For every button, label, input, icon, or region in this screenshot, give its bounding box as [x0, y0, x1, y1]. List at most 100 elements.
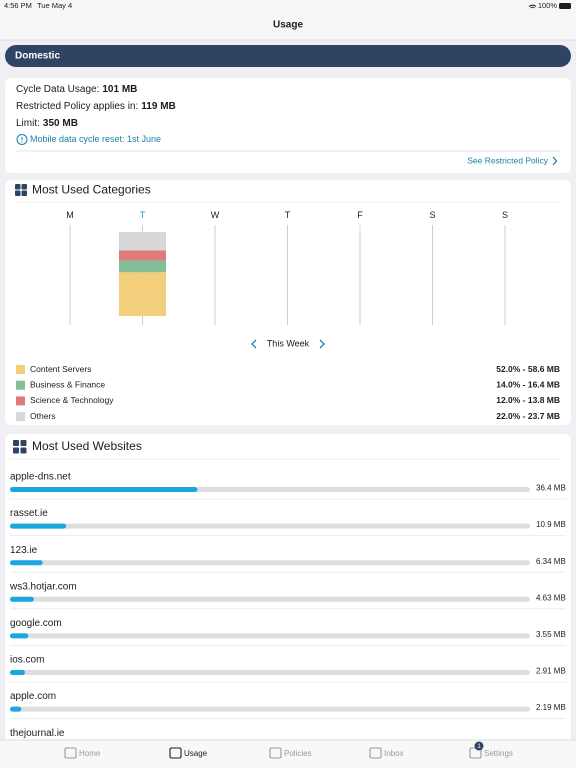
category-segment [119, 232, 166, 251]
tab-label: Policies [284, 749, 312, 758]
day-label: M [66, 210, 74, 220]
label: Restricted Policy applies in: [16, 101, 138, 112]
legend-swatch [16, 412, 25, 422]
legend-value: 12.0% - 13.8 MB [496, 395, 560, 405]
usage-bar [10, 596, 34, 602]
usage-track [10, 670, 530, 675]
usage-value: 3.55 MB [536, 630, 566, 639]
category-segment [119, 260, 166, 273]
legend-value: 22.0% - 23.7 MB [496, 411, 560, 421]
legend-swatch [16, 396, 25, 406]
value: 101 MB [102, 84, 137, 95]
usage-track [10, 633, 530, 639]
website-name: apple-dns.net [10, 472, 71, 483]
website-name: 123.ie [10, 545, 38, 556]
link-chevron[interactable] [552, 156, 558, 166]
usage-bar [10, 487, 198, 492]
status-battery: 100% [538, 1, 558, 10]
usage-value: 4.63 MB [536, 593, 566, 602]
tab[interactable]: Home [64, 747, 101, 759]
tab-label: Home [79, 749, 101, 758]
battery-icon [559, 3, 571, 9]
restricted-policy-link[interactable]: See Restricted Policy [467, 155, 549, 165]
reset-note: Mobile data cycle reset: 1st June [30, 134, 161, 144]
day-label: T [285, 210, 291, 220]
legend-name: Business & Finance [30, 379, 105, 389]
usage-value: 10.9 MB [536, 520, 566, 529]
card-title: Most Used Websites [32, 439, 142, 453]
usage-value: 6.34 MB [536, 557, 566, 566]
usage-bar [10, 560, 43, 566]
tab-label: Settings [484, 749, 513, 758]
label: Limit: [16, 118, 40, 129]
day-label: S [502, 210, 508, 220]
tab-badge [474, 741, 484, 751]
next-week[interactable] [319, 339, 325, 349]
grid-icon [15, 184, 27, 196]
usage-track [10, 523, 530, 529]
day-label: F [357, 210, 363, 220]
status-date: Tue May 4 [37, 1, 72, 10]
cycle-usage: Cycle Data Usage: 101 MB [16, 84, 137, 95]
summary-card [5, 78, 571, 173]
website-name: ios.com [10, 655, 44, 666]
info-icon-dot [21, 141, 23, 143]
usage-track [10, 596, 530, 602]
label: Cycle Data Usage: [16, 84, 99, 95]
legend-value: 52.0% - 58.6 MB [496, 364, 560, 374]
tab-label: Usage [184, 749, 208, 758]
week-label: This Week [267, 338, 310, 348]
category-segment [119, 272, 166, 316]
info-icon [16, 134, 28, 145]
tab[interactable]: Usage [169, 747, 208, 759]
usage-bar [10, 633, 29, 639]
restricted-policy: Restricted Policy applies in: 119 MB [16, 101, 176, 112]
website-name: google.com [10, 618, 62, 629]
usage-value: 2.91 MB [536, 667, 566, 676]
status-time: 4:56 PM [4, 1, 32, 10]
category-segment [119, 250, 166, 261]
categories-chart: M T W T F S S Content Servers 52.0% - 58.6 MB Bus… [16, 210, 560, 422]
value: 119 MB [141, 101, 175, 112]
card-title: Most Used Categories [32, 183, 151, 197]
previous-week[interactable] [251, 339, 257, 349]
screen-title: Usage [273, 20, 303, 31]
tab[interactable]: Inbox [369, 747, 404, 759]
website-name: apple.com [10, 691, 56, 702]
tab[interactable]: Policies [269, 747, 312, 759]
wifi-icon [528, 4, 537, 9]
usage-value: 36.4 MB [536, 484, 566, 493]
plan-banner[interactable] [5, 45, 571, 67]
usage-bar [10, 706, 22, 712]
plan-name: Domestic [15, 51, 60, 62]
tab-icon [64, 747, 77, 759]
limit: Limit: 350 MB [16, 118, 78, 129]
grid-icon [13, 440, 27, 454]
legend-swatch [16, 365, 25, 374]
header-bg [0, 0, 576, 40]
legend-name: Content Servers [30, 364, 91, 374]
tab-label: Inbox [384, 749, 404, 758]
tab-icon [369, 747, 382, 759]
tab-icon [169, 747, 182, 759]
legend-name: Science & Technology [30, 395, 114, 405]
website-name: rasset.ie [10, 508, 48, 519]
day-label: S [429, 210, 435, 220]
legend-name: Others [30, 411, 56, 421]
day-label: T [140, 210, 146, 220]
legend-value: 14.0% - 16.4 MB [496, 379, 560, 389]
website-name: thejournal.ie [10, 728, 65, 739]
website-name: ws3.hotjar.com [9, 581, 77, 592]
usage-track [10, 706, 530, 712]
tab-icon [269, 747, 282, 759]
websites-list: apple-dns.net 36.4 MB rasset.ie 10.9 MB 123.… [9, 472, 566, 739]
value: 350 MB [43, 118, 78, 129]
usage-bar [10, 523, 67, 529]
websites-card [5, 434, 571, 754]
tab-badge-count: 1 [477, 743, 481, 750]
usage-track [10, 560, 530, 566]
usage-bar [10, 670, 25, 675]
legend-swatch [16, 380, 25, 390]
